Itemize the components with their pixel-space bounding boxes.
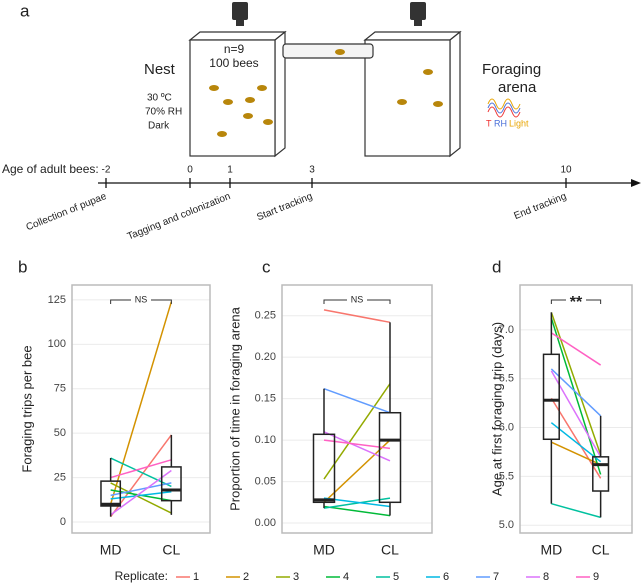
- significance-label: **: [570, 294, 583, 311]
- sensor-wave: [487, 102, 521, 114]
- box-text: n=9: [224, 42, 245, 56]
- x-tick-label: CL: [592, 542, 610, 558]
- x-tick-label: CL: [381, 542, 399, 558]
- y-tick-label: 6.5: [499, 373, 514, 385]
- legend-label: 5: [393, 571, 399, 583]
- x-tick-label: MD: [100, 542, 122, 558]
- replicate-line: [551, 502, 601, 519]
- timeline-ticks: [105, 178, 567, 188]
- legend-label: 1: [193, 571, 199, 583]
- box-text: 100 bees: [209, 56, 258, 70]
- timeline-tick: 3: [309, 165, 315, 176]
- y-tick-label: 0: [60, 516, 66, 528]
- nest-condition: Dark: [148, 121, 170, 132]
- box: [312, 433, 336, 504]
- plot-frame: [281, 284, 433, 534]
- sensor-wave: [487, 98, 521, 110]
- replicate-line: [323, 505, 391, 517]
- panel-label: a: [20, 1, 30, 20]
- nest-condition: 70% RH: [145, 107, 182, 118]
- nest-box: [188, 30, 462, 158]
- y-tick-label: 0.25: [255, 310, 276, 322]
- y-tick-label: 25: [54, 471, 66, 483]
- sensor-wave: [487, 106, 521, 118]
- bee-icons: [209, 49, 443, 137]
- panel-label: d: [492, 257, 501, 276]
- replicate-line: [109, 301, 173, 505]
- y-axis-title: Foraging trips per bee: [19, 345, 34, 472]
- legend-label: 8: [543, 571, 549, 583]
- legend-label: 4: [343, 571, 349, 583]
- legend-label: 7: [493, 571, 499, 583]
- sensor-label: Light: [509, 118, 529, 128]
- box: [160, 466, 182, 502]
- timeline-event: Collection of pupae: [25, 191, 109, 233]
- annotation-bg: [131, 294, 151, 306]
- legend-label: 9: [593, 571, 599, 583]
- box: [100, 480, 122, 507]
- legend-label: 6: [443, 571, 449, 583]
- significance-label: NS: [351, 294, 364, 304]
- y-tick-label: 0.05: [255, 475, 276, 487]
- annotation-bg: [566, 294, 586, 306]
- y-tick-label: 0.15: [255, 393, 276, 405]
- x-tick-label: CL: [162, 542, 180, 558]
- y-tick-label: 0.10: [255, 434, 276, 446]
- timeline-arrow: [631, 179, 641, 187]
- legend-title: Replicate:: [115, 569, 168, 583]
- timeline-tick: 0: [187, 165, 193, 176]
- y-tick-label: 5.0: [499, 519, 514, 531]
- y-tick-label: 5.5: [499, 470, 514, 482]
- y-tick-label: 50: [54, 427, 66, 439]
- replicate-line: [550, 332, 602, 366]
- significance-label: NS: [135, 294, 148, 304]
- replicate-line: [110, 459, 172, 479]
- plot-frame: [71, 284, 211, 534]
- timeline-tick: 10: [560, 165, 572, 176]
- panel-label: c: [262, 257, 271, 276]
- y-tick-label: 7.0: [499, 324, 514, 336]
- nest-label: Nest: [144, 61, 176, 78]
- y-tick-label: 6.0: [499, 421, 514, 433]
- legend-label: 3: [293, 571, 299, 583]
- y-tick-label: 100: [48, 338, 66, 350]
- box: [378, 411, 402, 504]
- sensor-label: T: [486, 118, 492, 128]
- replicate-line: [323, 309, 391, 324]
- timeline-event: Tagging and colonization: [126, 191, 232, 242]
- y-tick-label: 0.00: [255, 517, 276, 529]
- x-tick-label: MD: [540, 542, 562, 558]
- replicate-line: [323, 387, 391, 414]
- y-axis-title: Age at first foraging trip (days): [489, 322, 504, 496]
- arena-label: arena: [498, 79, 537, 96]
- y-tick-label: 75: [54, 383, 66, 395]
- arena-label: Foraging: [482, 61, 541, 78]
- camera: [232, 2, 426, 26]
- timeline-event: Start tracking: [255, 191, 314, 223]
- box: [592, 456, 610, 492]
- legend-label: 2: [243, 571, 249, 583]
- panel-label: b: [18, 257, 27, 276]
- y-tick-label: 125: [48, 294, 66, 306]
- box: [542, 353, 560, 441]
- timeline-tick: -2: [102, 165, 111, 176]
- timeline-tick: 1: [227, 165, 233, 176]
- timeline-event: End tracking: [512, 191, 568, 222]
- y-axis-title: Proportion of time in foraging arena: [227, 306, 242, 511]
- plot-frame: [519, 284, 633, 534]
- x-tick-label: MD: [313, 542, 335, 558]
- annotation-bg: [347, 294, 367, 306]
- sensor-label: RH: [494, 118, 507, 128]
- y-tick-label: 0.20: [255, 351, 276, 363]
- timeline-title: Age of adult bees:: [2, 162, 99, 176]
- nest-condition: 30 ºC: [147, 93, 172, 104]
- replicate-line: [550, 317, 602, 475]
- replicate-line: [550, 312, 602, 456]
